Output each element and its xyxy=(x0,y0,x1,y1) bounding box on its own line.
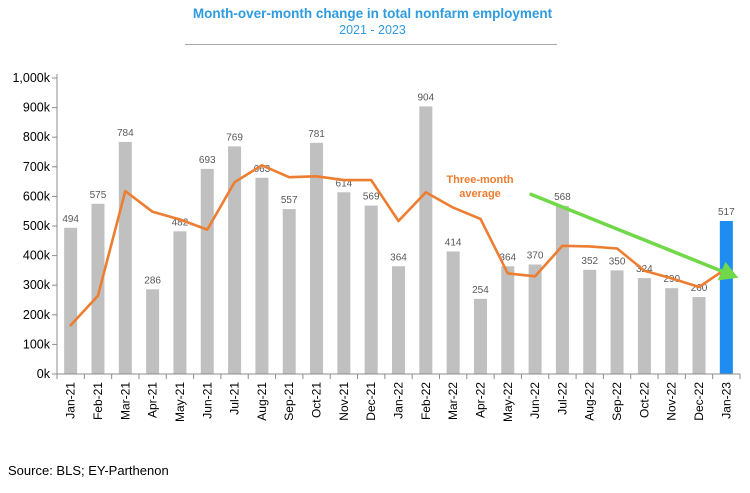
x-tick-label: Dec-22 xyxy=(692,382,706,421)
three-month-average-line xyxy=(69,164,728,327)
x-tick-label: Oct-22 xyxy=(637,382,651,418)
x-tick-label: Aug-21 xyxy=(255,382,269,421)
bar xyxy=(719,220,733,374)
x-tick-label: May-22 xyxy=(501,382,515,422)
trend-arrow-shaft xyxy=(529,192,724,273)
bar xyxy=(583,269,597,374)
bar xyxy=(200,168,214,374)
bar xyxy=(364,205,378,374)
bar xyxy=(337,192,351,374)
bar-data-label: 254 xyxy=(472,285,489,296)
x-tick-label: Mar-21 xyxy=(118,382,132,420)
x-axis: Jan-21 Feb-21 Mar-21 Apr-21 May-21 Jun-21 Jul-… xyxy=(56,373,741,422)
y-tick-label: 500k xyxy=(23,219,51,233)
bar-series xyxy=(64,106,733,374)
bar xyxy=(282,209,296,374)
bar-data-label: 414 xyxy=(445,237,462,248)
x-tick-label: Aug-22 xyxy=(583,382,597,421)
bar-data-label: 352 xyxy=(581,256,598,267)
three-month-average-series xyxy=(69,164,728,327)
bar xyxy=(118,141,132,374)
y-tick-label: 900k xyxy=(23,101,51,115)
x-tick-label: Apr-21 xyxy=(146,382,160,418)
x-tick-label: Mar-22 xyxy=(446,382,460,420)
bar xyxy=(637,278,651,374)
y-tick-label: 1,000k xyxy=(12,71,50,85)
x-tick-label: Jan-21 xyxy=(64,382,78,419)
bar xyxy=(392,266,405,374)
bar xyxy=(446,251,460,374)
bar-data-label: 370 xyxy=(527,250,544,261)
bar xyxy=(310,142,324,374)
y-axis: 0k 100k 200k 300k 400k 500k 600k 700k 800k 900k 1,… xyxy=(12,71,58,381)
title-divider xyxy=(185,44,557,45)
bar xyxy=(473,298,487,374)
bar-data-label: 557 xyxy=(281,195,298,206)
y-tick-label: 700k xyxy=(23,160,51,174)
y-tick-label: 100k xyxy=(23,337,51,351)
bar xyxy=(173,231,187,374)
bar xyxy=(64,227,78,374)
bar-data-label: 260 xyxy=(691,283,708,294)
y-tick-label: 400k xyxy=(23,249,51,263)
x-tick-label: Sep-22 xyxy=(610,382,624,421)
chart-title: Month-over-month change in total nonfarm… xyxy=(192,6,553,21)
bar-data-label: 784 xyxy=(117,128,134,139)
x-tick-label: Nov-21 xyxy=(337,382,351,421)
bar-data-label: 693 xyxy=(199,155,216,166)
bar xyxy=(665,288,679,374)
bar-data-label: 575 xyxy=(90,190,107,201)
x-tick-label: Jun-22 xyxy=(528,382,542,419)
bar-data-label: 614 xyxy=(336,178,353,189)
x-tick-label: Sep-21 xyxy=(282,382,296,421)
bar-data-label: 364 xyxy=(390,252,407,263)
x-tick-label: Jan-22 xyxy=(392,382,406,419)
bar-data-labels: 494 575 784 286 482 693 769 663 557 781 614 569 364 9… xyxy=(62,92,735,295)
y-tick-label: 200k xyxy=(23,308,51,322)
x-tick-label: Apr-22 xyxy=(473,382,487,418)
bar xyxy=(610,270,624,374)
y-tick-label: 800k xyxy=(23,130,51,144)
bar xyxy=(501,266,515,374)
x-tick-label: Dec-21 xyxy=(364,382,378,421)
chart-plot: 0k 100k 200k 300k 400k 500k 600k 700k 800k 900k 1,… xyxy=(12,71,741,422)
source-note: Source: BLS; EY-Parthenon xyxy=(8,463,169,478)
three-month-average-label: Three-month average xyxy=(446,174,514,200)
x-tick-label: Feb-22 xyxy=(419,382,433,420)
x-tick-label: Nov-22 xyxy=(665,382,679,421)
bar xyxy=(255,177,269,374)
bar-data-label: 663 xyxy=(254,164,271,175)
bar xyxy=(228,146,242,374)
bar xyxy=(692,297,706,374)
x-tick-label: Feb-21 xyxy=(91,382,105,420)
x-tick-label: Jun-21 xyxy=(200,382,214,419)
y-tick-label: 600k xyxy=(23,189,51,203)
bar-data-label: 494 xyxy=(62,214,79,225)
bar-data-label: 568 xyxy=(554,192,571,203)
bar-data-label: 904 xyxy=(417,92,434,103)
x-tick-label: Jul-22 xyxy=(555,382,569,415)
bar xyxy=(91,203,105,374)
bar xyxy=(528,264,542,374)
x-tick-label: May-21 xyxy=(173,382,187,422)
annotations: Three-month average xyxy=(446,174,739,281)
bar-data-label: 286 xyxy=(144,275,161,286)
bar xyxy=(555,205,569,374)
bar-data-label: 769 xyxy=(226,132,243,143)
bar-data-label: 364 xyxy=(499,252,516,263)
bar xyxy=(146,289,160,374)
x-tick-label: Jan-23 xyxy=(719,382,733,419)
x-tick-label: Oct-21 xyxy=(310,382,324,418)
y-tick-label: 0k xyxy=(37,367,51,381)
bar-data-label: 781 xyxy=(308,129,325,140)
bar-data-label: 350 xyxy=(609,256,626,267)
bar xyxy=(419,106,433,374)
y-tick-label: 300k xyxy=(23,278,51,292)
chart-subtitle: 2021 - 2023 xyxy=(339,23,406,37)
x-tick-label: Jul-21 xyxy=(228,382,242,415)
bar-data-label: 569 xyxy=(363,192,380,203)
bar-data-label: 482 xyxy=(172,217,189,228)
trend-arrow-head xyxy=(717,261,739,281)
bar-data-label: 517 xyxy=(718,207,735,218)
